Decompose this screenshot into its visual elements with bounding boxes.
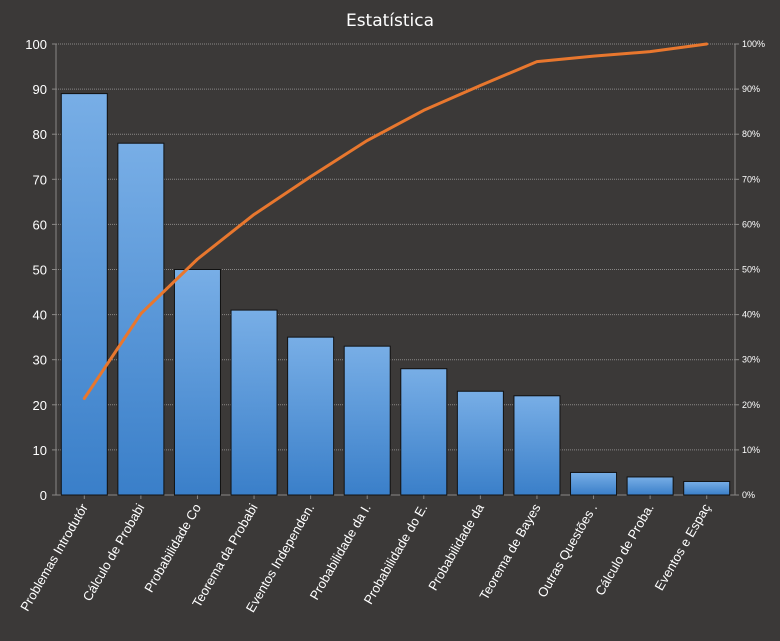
y2-tick-label: 80% [742, 129, 760, 139]
x-category-label: Probabilidade da [425, 500, 487, 593]
bar [118, 143, 164, 495]
x-category-label: Cálculo de Probabi [80, 501, 148, 604]
y2-tick-label: 60% [742, 219, 760, 229]
y-tick-label: 60 [33, 217, 47, 232]
bar [61, 94, 107, 495]
x-category-label: Eventos e Espaç [652, 501, 714, 593]
bar [684, 481, 730, 495]
y-tick-label: 90 [33, 82, 47, 97]
x-category-label: Probabilidade da I. [307, 501, 374, 602]
chart-title: Estatística [346, 11, 434, 31]
x-category-label: Probabilidade Co [141, 501, 204, 595]
y-tick-label: 20 [33, 398, 47, 413]
x-category-label: Probabilidade do E. [361, 501, 431, 607]
y-tick-label: 70 [33, 172, 47, 187]
y-tick-label: 40 [33, 308, 47, 323]
bar [174, 270, 220, 496]
bar [571, 472, 617, 495]
x-category-label: Teorema de Bayes [476, 501, 543, 603]
y-tick-label: 50 [33, 263, 47, 278]
bar [344, 346, 390, 495]
y2-tick-label: 70% [742, 174, 760, 184]
x-category-label: Cálculo de Proba. [592, 501, 657, 598]
bar [231, 310, 277, 495]
y-tick-label: 30 [33, 353, 47, 368]
y2-tick-label: 0% [742, 490, 755, 500]
y-tick-label: 100 [25, 37, 47, 52]
y2-tick-label: 50% [742, 265, 760, 275]
y2-tick-label: 30% [742, 355, 760, 365]
bar [401, 369, 447, 495]
bar [627, 477, 673, 495]
y2-tick-label: 20% [742, 400, 760, 410]
y-tick-label: 80 [33, 127, 47, 142]
y2-tick-label: 100% [742, 39, 765, 49]
y-tick-label: 0 [40, 488, 47, 503]
bar [288, 337, 334, 495]
x-category-label: Outras Questões . [534, 501, 600, 600]
y2-tick-label: 40% [742, 310, 760, 320]
y2-tick-label: 90% [742, 84, 760, 94]
bar [514, 396, 560, 495]
y-tick-label: 10 [33, 443, 47, 458]
y2-tick-label: 10% [742, 445, 760, 455]
bar [457, 391, 503, 495]
